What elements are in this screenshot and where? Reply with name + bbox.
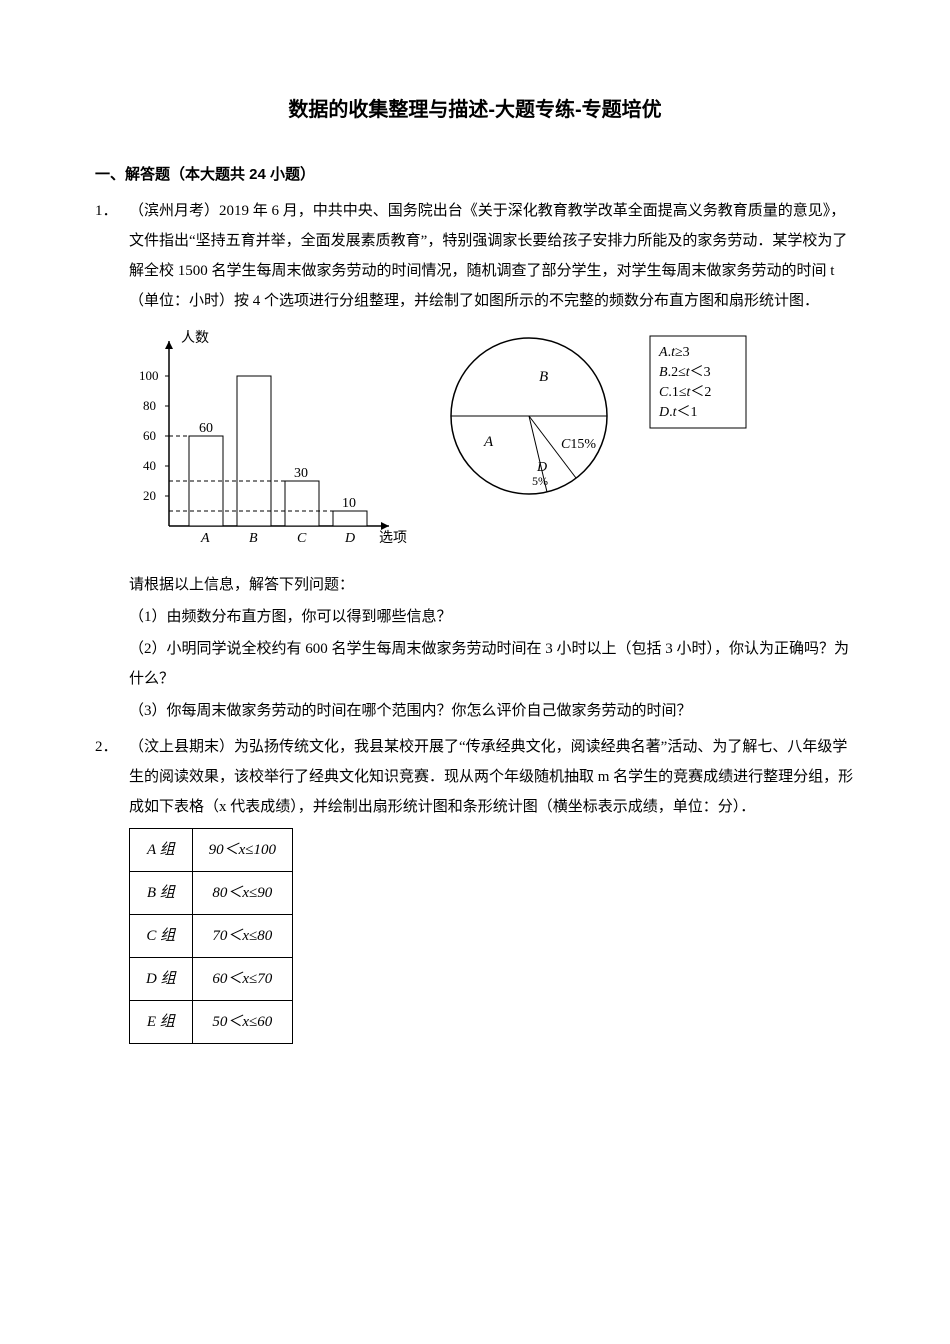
svg-text:20: 20 (143, 488, 156, 503)
svg-text:D: D (344, 531, 355, 546)
question-number: 2． (95, 732, 129, 1044)
q1-paragraph: （滨州月考）2019 年 6 月，中共中央、国务院出台《关于深化教育教学改革全面… (129, 196, 855, 316)
pie-label-c: C15% (561, 437, 596, 452)
page-title: 数据的收集整理与描述-大题专练-专题培优 (95, 90, 855, 130)
svg-text:B.2≤t＜3: B.2≤t＜3 (659, 365, 711, 380)
table-cell: 60＜x≤70 (192, 958, 292, 1001)
table-row: C 组 70＜x≤80 (130, 915, 293, 958)
table-cell: B 组 (130, 872, 193, 915)
svg-text:C.1≤t＜2: C.1≤t＜2 (659, 385, 711, 400)
q1-sub3: （3）你每周末做家务劳动的时间在哪个范围内？你怎么评价自己做家务劳动的时间？ (129, 696, 855, 726)
table-cell: 90＜x≤100 (192, 829, 292, 872)
pie-label-b: B (539, 369, 548, 385)
question-2: 2． （汶上县期末）为弘扬传统文化，我县某校开展了“传承经典文化，阅读经典名著”… (95, 732, 855, 1044)
svg-text:A.t≥3: A.t≥3 (658, 345, 690, 360)
table-cell: A 组 (130, 829, 193, 872)
svg-text:40: 40 (143, 458, 156, 473)
q2-grade-table: A 组 90＜x≤100 B 组 80＜x≤90 C 组 70＜x≤80 D 组… (129, 828, 293, 1044)
pie-legend: A.t≥3 B.2≤t＜3 C.1≤t＜2 D.t＜1 (649, 326, 749, 436)
question-1: 1． （滨州月考）2019 年 6 月，中共中央、国务院出台《关于深化教育教学改… (95, 196, 855, 728)
x-axis-label: 选项 (379, 530, 407, 546)
table-cell: D 组 (130, 958, 193, 1001)
pie-label-a: A (483, 434, 494, 450)
table-cell: 80＜x≤90 (192, 872, 292, 915)
table-row: B 组 80＜x≤90 (130, 872, 293, 915)
pie-label-d: D (536, 460, 547, 475)
svg-text:C: C (297, 531, 307, 546)
bar-chart: 人数 选项 20 40 60 80 100 60 30 (129, 326, 409, 556)
question-number: 1． (95, 196, 129, 728)
svg-text:D.t＜1: D.t＜1 (658, 405, 698, 420)
table-cell: E 组 (130, 1001, 193, 1044)
table-cell: 70＜x≤80 (192, 915, 292, 958)
y-axis-label: 人数 (181, 330, 209, 346)
bar-value-c: 30 (294, 466, 308, 481)
bar-value-a: 60 (199, 421, 213, 436)
q1-prompt: 请根据以上信息，解答下列问题： (129, 570, 855, 600)
table-row: E 组 50＜x≤60 (130, 1001, 293, 1044)
svg-text:60: 60 (143, 428, 156, 443)
q1-figures: 人数 选项 20 40 60 80 100 60 30 (129, 326, 855, 556)
q1-sub1: （1）由频数分布直方图，你可以得到哪些信息？ (129, 602, 855, 632)
table-row: A 组 90＜x≤100 (130, 829, 293, 872)
svg-text:100: 100 (139, 368, 159, 383)
section-heading: 一、解答题（本大题共 24 小题） (95, 160, 855, 190)
table-cell: 50＜x≤60 (192, 1001, 292, 1044)
svg-text:A: A (200, 531, 210, 546)
q1-sub2: （2）小明同学说全校约有 600 名学生每周末做家务劳动时间在 3 小时以上（包… (129, 634, 855, 694)
pie-chart: B A C15% D 5% (429, 326, 629, 506)
pie-value-d: 5% (532, 474, 548, 488)
bar-value-d: 10 (342, 496, 356, 511)
svg-text:80: 80 (143, 398, 156, 413)
svg-text:B: B (249, 531, 258, 546)
table-cell: C 组 (130, 915, 193, 958)
table-row: D 组 60＜x≤70 (130, 958, 293, 1001)
q2-paragraph: （汶上县期末）为弘扬传统文化，我县某校开展了“传承经典文化，阅读经典名著”活动、… (129, 732, 855, 822)
